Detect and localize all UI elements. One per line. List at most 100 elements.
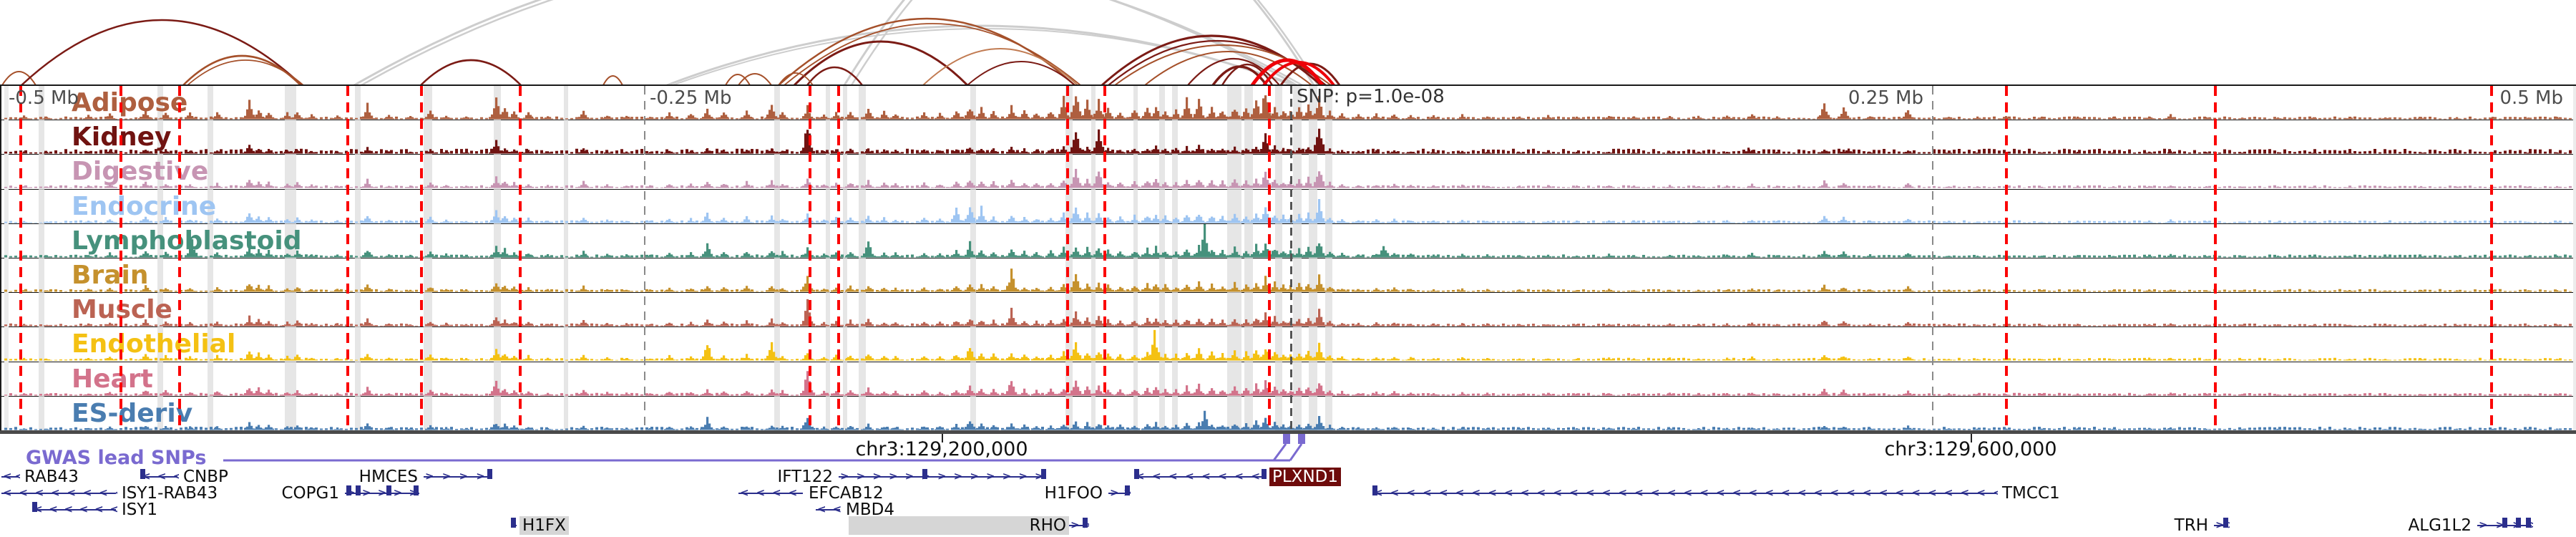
track-row-endothelial: Endothelial [1,327,2575,362]
track-row-lymphoblastoid: Lymphoblastoid [1,223,2575,258]
gene-isy1-rab43: <<<<<<<<< [1,485,117,501]
track-label-adipose: Adipose [72,88,188,117]
gene-ift122: >>>>>>>>>>>>>>>> [839,469,1048,485]
signal-bars [4,299,2572,326]
red-dashed-line [2490,86,2493,431]
gene-exon-block [922,469,927,479]
highlight-band [1325,86,1332,431]
signal-endocrine [4,198,2572,223]
highlight-band [1309,86,1317,431]
signal-kidney [4,128,2572,154]
track-row-heart: Heart [1,362,2575,397]
gene-body-line [424,476,492,478]
track-row-endocrine: Endocrine [1,190,2575,224]
gene-body-line [1372,493,1996,494]
interaction-arc [778,72,814,85]
gene-label-isy1-rab43: ISY1-RAB43 [122,484,218,503]
gene-exon-block [1041,469,1046,479]
gene-exon-block [386,485,391,495]
highlight-band [285,86,296,431]
highlight-band [1172,86,1178,431]
gene-exon-block [140,469,145,479]
highlight-band [774,86,780,431]
highlight-band [208,86,213,431]
interaction-arc [1108,39,1327,85]
scale-label-right: 0.5 Mb [2499,87,2563,109]
mb-gridline [1932,86,1933,431]
track-label-brain: Brain [72,260,149,290]
track-label-endothelial: Endothelial [72,329,236,359]
coordinate-label: chr3:129,200,000 [855,438,1028,460]
highlight-band [494,86,501,431]
track-label-endocrine: Endocrine [72,191,217,221]
highlight-band [564,86,568,431]
interaction-arc [793,40,969,85]
gwas-lead-snps-label: GWAS lead SNPs [26,447,207,469]
gene-label-alg1l2: ALG1L2 [2408,516,2472,535]
interaction-arc [1187,57,1280,85]
track-row-brain: Brain [1,258,2575,294]
gene-label-cnbp: CNBP [183,468,228,486]
axis-tick [942,434,943,442]
gene-isy1: <<<<<<< [32,502,117,518]
signal-bars [4,198,2572,223]
interaction-arc [922,48,1078,85]
track-label-heart: Heart [72,364,153,394]
red-dashed-line [1103,86,1106,431]
signal-heart [4,370,2572,395]
interaction-arc [738,73,772,85]
scale-label-quarter-left: -0.25 Mb [650,87,732,109]
gene-exon-block [1372,485,1377,495]
highlight-band [1275,86,1282,431]
gwas-lollipop-layer [223,434,1305,462]
highlight-band [1227,86,1241,431]
strand-arrow-icon: << [817,503,841,516]
red-dashed-line [2005,86,2008,431]
gene-exon-block [414,485,419,495]
signal-brain [4,268,2572,292]
highlight-band [1244,86,1253,431]
gene-mbd4: << [816,502,841,518]
highlight-band [39,86,44,431]
signal-endothelial [4,330,2572,361]
gene-exon-block [1125,485,1130,495]
axis-tick [1971,434,1972,442]
snp-interaction-arc [1262,61,1335,85]
signal-track-area: Adipose KidneyDigestive Endocrine Lymphobla… [0,84,2576,431]
gene-plxnd1: <<<<<<<<<< [1134,469,1268,485]
highlight-band [826,86,830,431]
track-row-adipose: Adipose [1,86,2575,121]
strand-arrow-icon: << [3,470,20,483]
gene-body-line [140,476,177,478]
signal-bars [4,169,2572,188]
gene-label-isy1: ISY1 [122,500,158,519]
gene-exon-block [1262,469,1267,479]
snp-pvalue-label: SNP: p=1.0e-08 [1297,86,1445,107]
coordinate-label: chr3:129,600,000 [1884,438,2057,460]
gwas-snp-marker [1298,434,1305,444]
track-row-digestive: Digestive [1,155,2575,190]
gene-cnbp: <<< [140,469,179,485]
interaction-arc [602,75,623,85]
strand-arrow-icon: <<<<<<<<<< [1136,470,1268,483]
gene-label-hmces: HMCES [358,468,418,486]
highlight-band [1133,86,1138,431]
signal-bars [4,410,2572,430]
gene-label-mbd4: MBD4 [846,500,894,519]
gene-body-line [1069,525,1088,526]
interaction-arc [806,66,863,85]
gene-exon-block [1134,469,1139,479]
interaction-arc [1114,44,1332,85]
interaction-arc [21,19,303,85]
interaction-arc [1221,63,1274,85]
highlight-band [1159,86,1165,431]
interaction-arc [784,23,1081,85]
highlight-band [1091,86,1096,431]
red-dashed-line [178,86,181,431]
track-row-es-deriv: ES-deriv [1,397,2575,431]
track-row-kidney: Kidney [1,120,2575,155]
gene-exon-block [2223,518,2228,528]
signal-bars [4,223,2572,258]
edge-gridline [4,86,9,431]
